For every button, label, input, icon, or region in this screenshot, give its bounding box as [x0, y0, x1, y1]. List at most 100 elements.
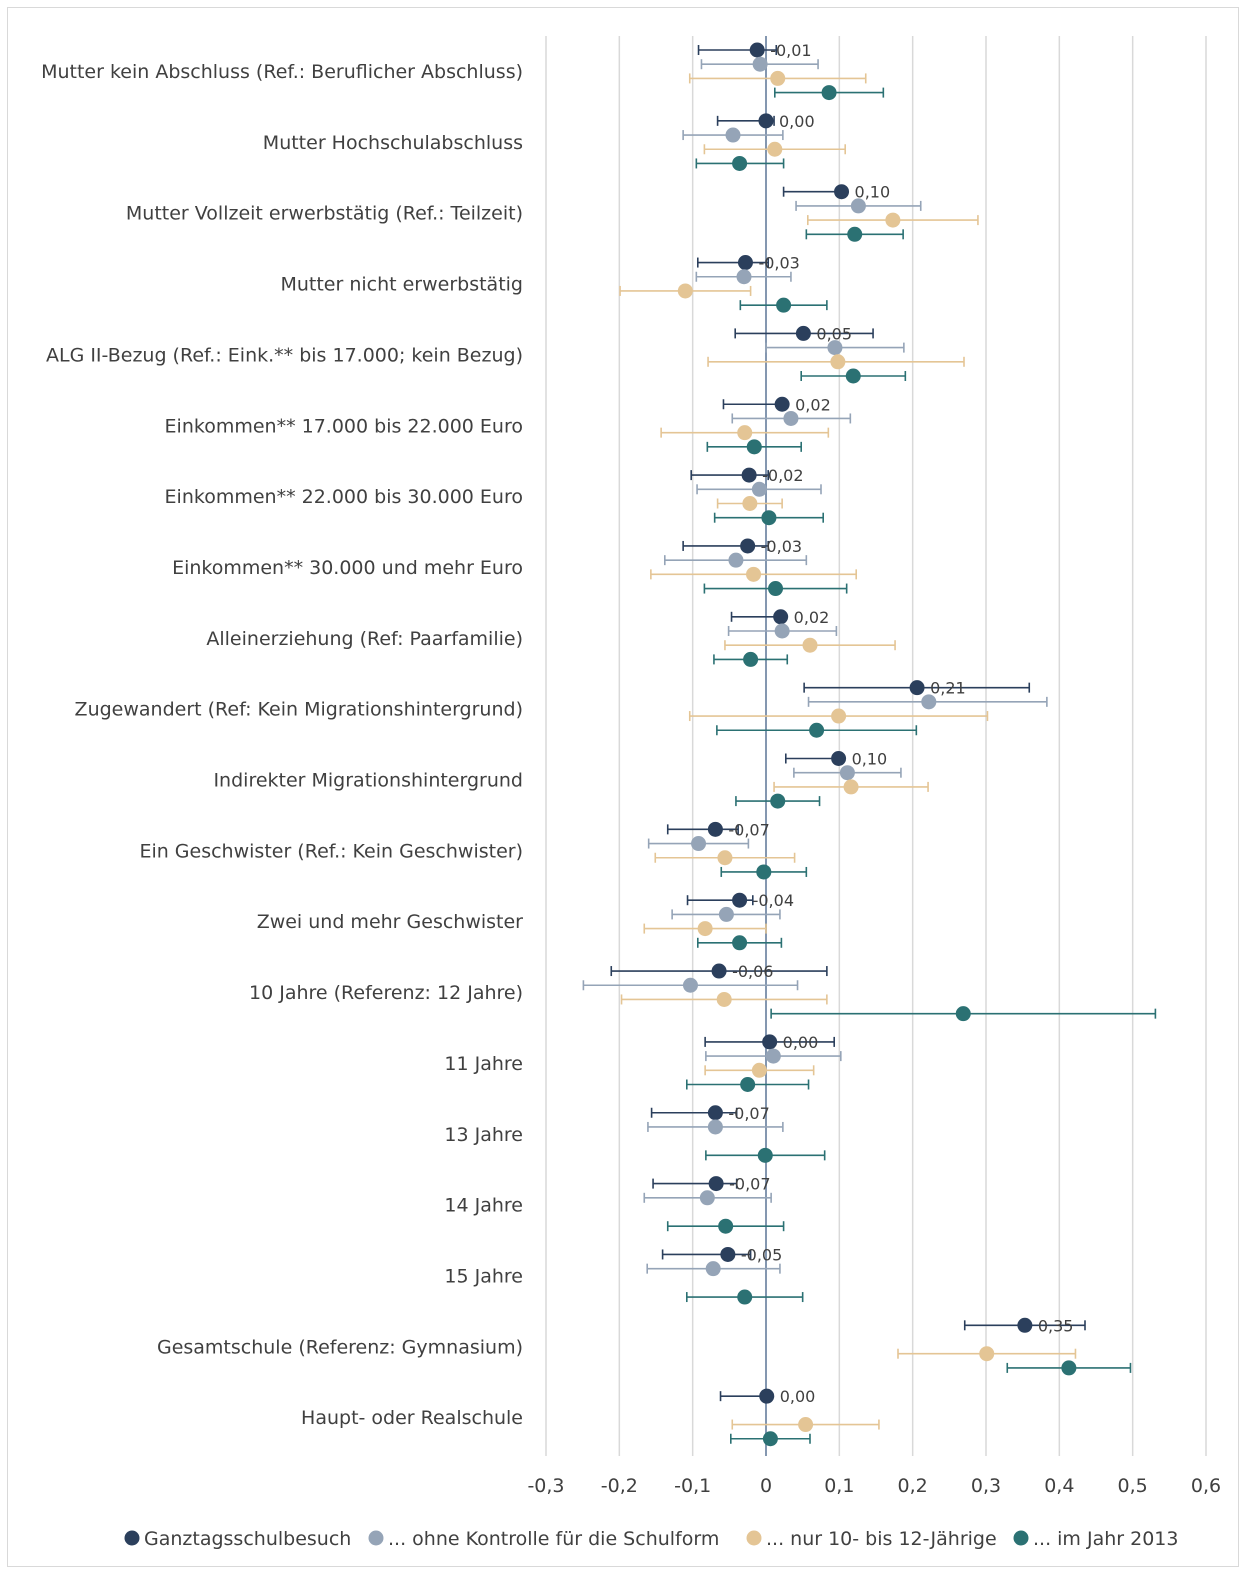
chart-frame: [7, 7, 1239, 1567]
category-label: Mutter kein Abschluss (Ref.: Beruflicher…: [41, 61, 523, 83]
category-label: 10 Jahre (Referenz: 12 Jahre): [249, 982, 523, 1004]
data-point: [728, 552, 744, 568]
data-point: [691, 836, 707, 852]
category-label: ALG II-Bezug (Ref.: Eink.** bis 17.000; …: [46, 344, 523, 366]
data-point: [768, 581, 784, 597]
data-point: [742, 496, 758, 511]
data-point: [697, 921, 713, 937]
legend-marker: [368, 1530, 384, 1546]
data-point: [677, 283, 693, 299]
data-point: [770, 793, 786, 809]
data-point: [847, 226, 863, 242]
data-point: [718, 906, 734, 922]
data-label: -0,07: [728, 1104, 769, 1123]
x-tick-label: -0,3: [527, 1475, 564, 1497]
data-label: 0,10: [852, 750, 888, 769]
data-point: [757, 1147, 773, 1163]
data-point: [708, 1176, 724, 1192]
category-label: 15 Jahre: [444, 1265, 523, 1287]
data-point: [762, 1431, 778, 1447]
legend-marker: [746, 1530, 762, 1546]
x-tick-label: 0,3: [971, 1475, 1001, 1497]
series-marks: [582, 42, 1157, 1447]
category-label: Einkommen** 22.000 bis 30.000 Euro: [165, 486, 523, 508]
data-point: [720, 1246, 736, 1262]
x-tick-label: 0,1: [824, 1475, 854, 1497]
data-point: [743, 651, 759, 667]
category-label: 14 Jahre: [444, 1195, 523, 1217]
legend-marker: [1013, 1530, 1029, 1546]
data-labels: -0,01 0,00 0,10 -0,03 0,05 0,02 -0,02 -0,03 0,02…: [728, 41, 1073, 1406]
data-point: [749, 42, 765, 58]
data-point: [707, 1119, 723, 1135]
x-tick-label: 0: [760, 1475, 772, 1497]
data-point: [761, 510, 777, 526]
data-point: [732, 155, 748, 171]
data-point: [834, 184, 850, 200]
data-point: [783, 410, 799, 426]
data-point: [839, 765, 855, 781]
data-label: -0,04: [753, 891, 794, 910]
data-label: 0,05: [816, 324, 852, 343]
data-point: [737, 255, 753, 271]
data-label: -0,07: [729, 1175, 770, 1194]
data-point: [802, 637, 818, 653]
data-point: [759, 1388, 775, 1404]
data-label: -0,03: [758, 254, 799, 273]
data-point: [821, 85, 837, 101]
data-point: [1017, 1317, 1033, 1333]
data-point: [843, 779, 859, 795]
data-point: [979, 1346, 995, 1362]
category-label: 13 Jahre: [444, 1124, 523, 1146]
category-label: Einkommen** 30.000 und mehr Euro: [172, 557, 523, 579]
data-point: [885, 212, 901, 228]
data-point: [767, 141, 783, 157]
data-point: [827, 340, 843, 356]
data-point: [717, 850, 733, 866]
legend: Ganztagsschulbesuch ... ohne Kontrolle fü…: [124, 1528, 1178, 1550]
data-point: [770, 70, 786, 86]
data-point: [830, 354, 846, 370]
data-label: 0,21: [930, 679, 966, 698]
x-tick-label: 0,5: [1118, 1475, 1148, 1497]
legend-label: Ganztagsschulbesuch: [144, 1528, 351, 1550]
data-point: [756, 864, 772, 880]
grid-lines: [545, 36, 1207, 1456]
data-label: -0,02: [762, 466, 803, 485]
data-point: [751, 481, 767, 497]
category-label: Haupt- oder Realschule: [301, 1407, 523, 1429]
x-tick-label: -0,1: [674, 1475, 711, 1497]
data-point: [732, 935, 748, 951]
data-point: [740, 1077, 756, 1092]
category-labels: Mutter kein Abschluss (Ref.: Beruflicher…: [41, 61, 523, 1429]
data-point: [955, 1006, 971, 1022]
data-point: [707, 821, 723, 837]
data-point: [762, 1034, 778, 1050]
data-point: [718, 1218, 734, 1234]
x-tick-label: -0,2: [601, 1475, 638, 1497]
data-label: 0,00: [779, 112, 815, 131]
data-label: -0,01: [770, 41, 811, 60]
data-point: [732, 892, 748, 908]
data-point: [737, 1289, 753, 1305]
data-point: [798, 1417, 814, 1433]
data-point: [725, 127, 741, 143]
x-tick-label: 0,2: [898, 1475, 928, 1497]
data-label: -0,07: [728, 820, 769, 839]
data-label: 0,02: [794, 608, 830, 627]
data-point: [716, 991, 732, 1007]
data-point: [737, 425, 753, 441]
data-point: [736, 269, 752, 285]
data-point: [1061, 1360, 1077, 1376]
category-label: 11 Jahre: [444, 1053, 523, 1075]
data-label: -0,06: [732, 962, 773, 981]
category-label: Indirekter Migrationshintergrund: [213, 770, 523, 792]
x-tick-label: 0,4: [1044, 1475, 1074, 1497]
data-point: [774, 396, 790, 412]
data-point: [741, 467, 757, 483]
data-point: [921, 694, 937, 710]
legend-label: ... ohne Kontrolle für die Schulform: [388, 1528, 719, 1550]
data-point: [752, 56, 768, 72]
data-point: [758, 113, 774, 129]
data-point: [795, 325, 811, 341]
